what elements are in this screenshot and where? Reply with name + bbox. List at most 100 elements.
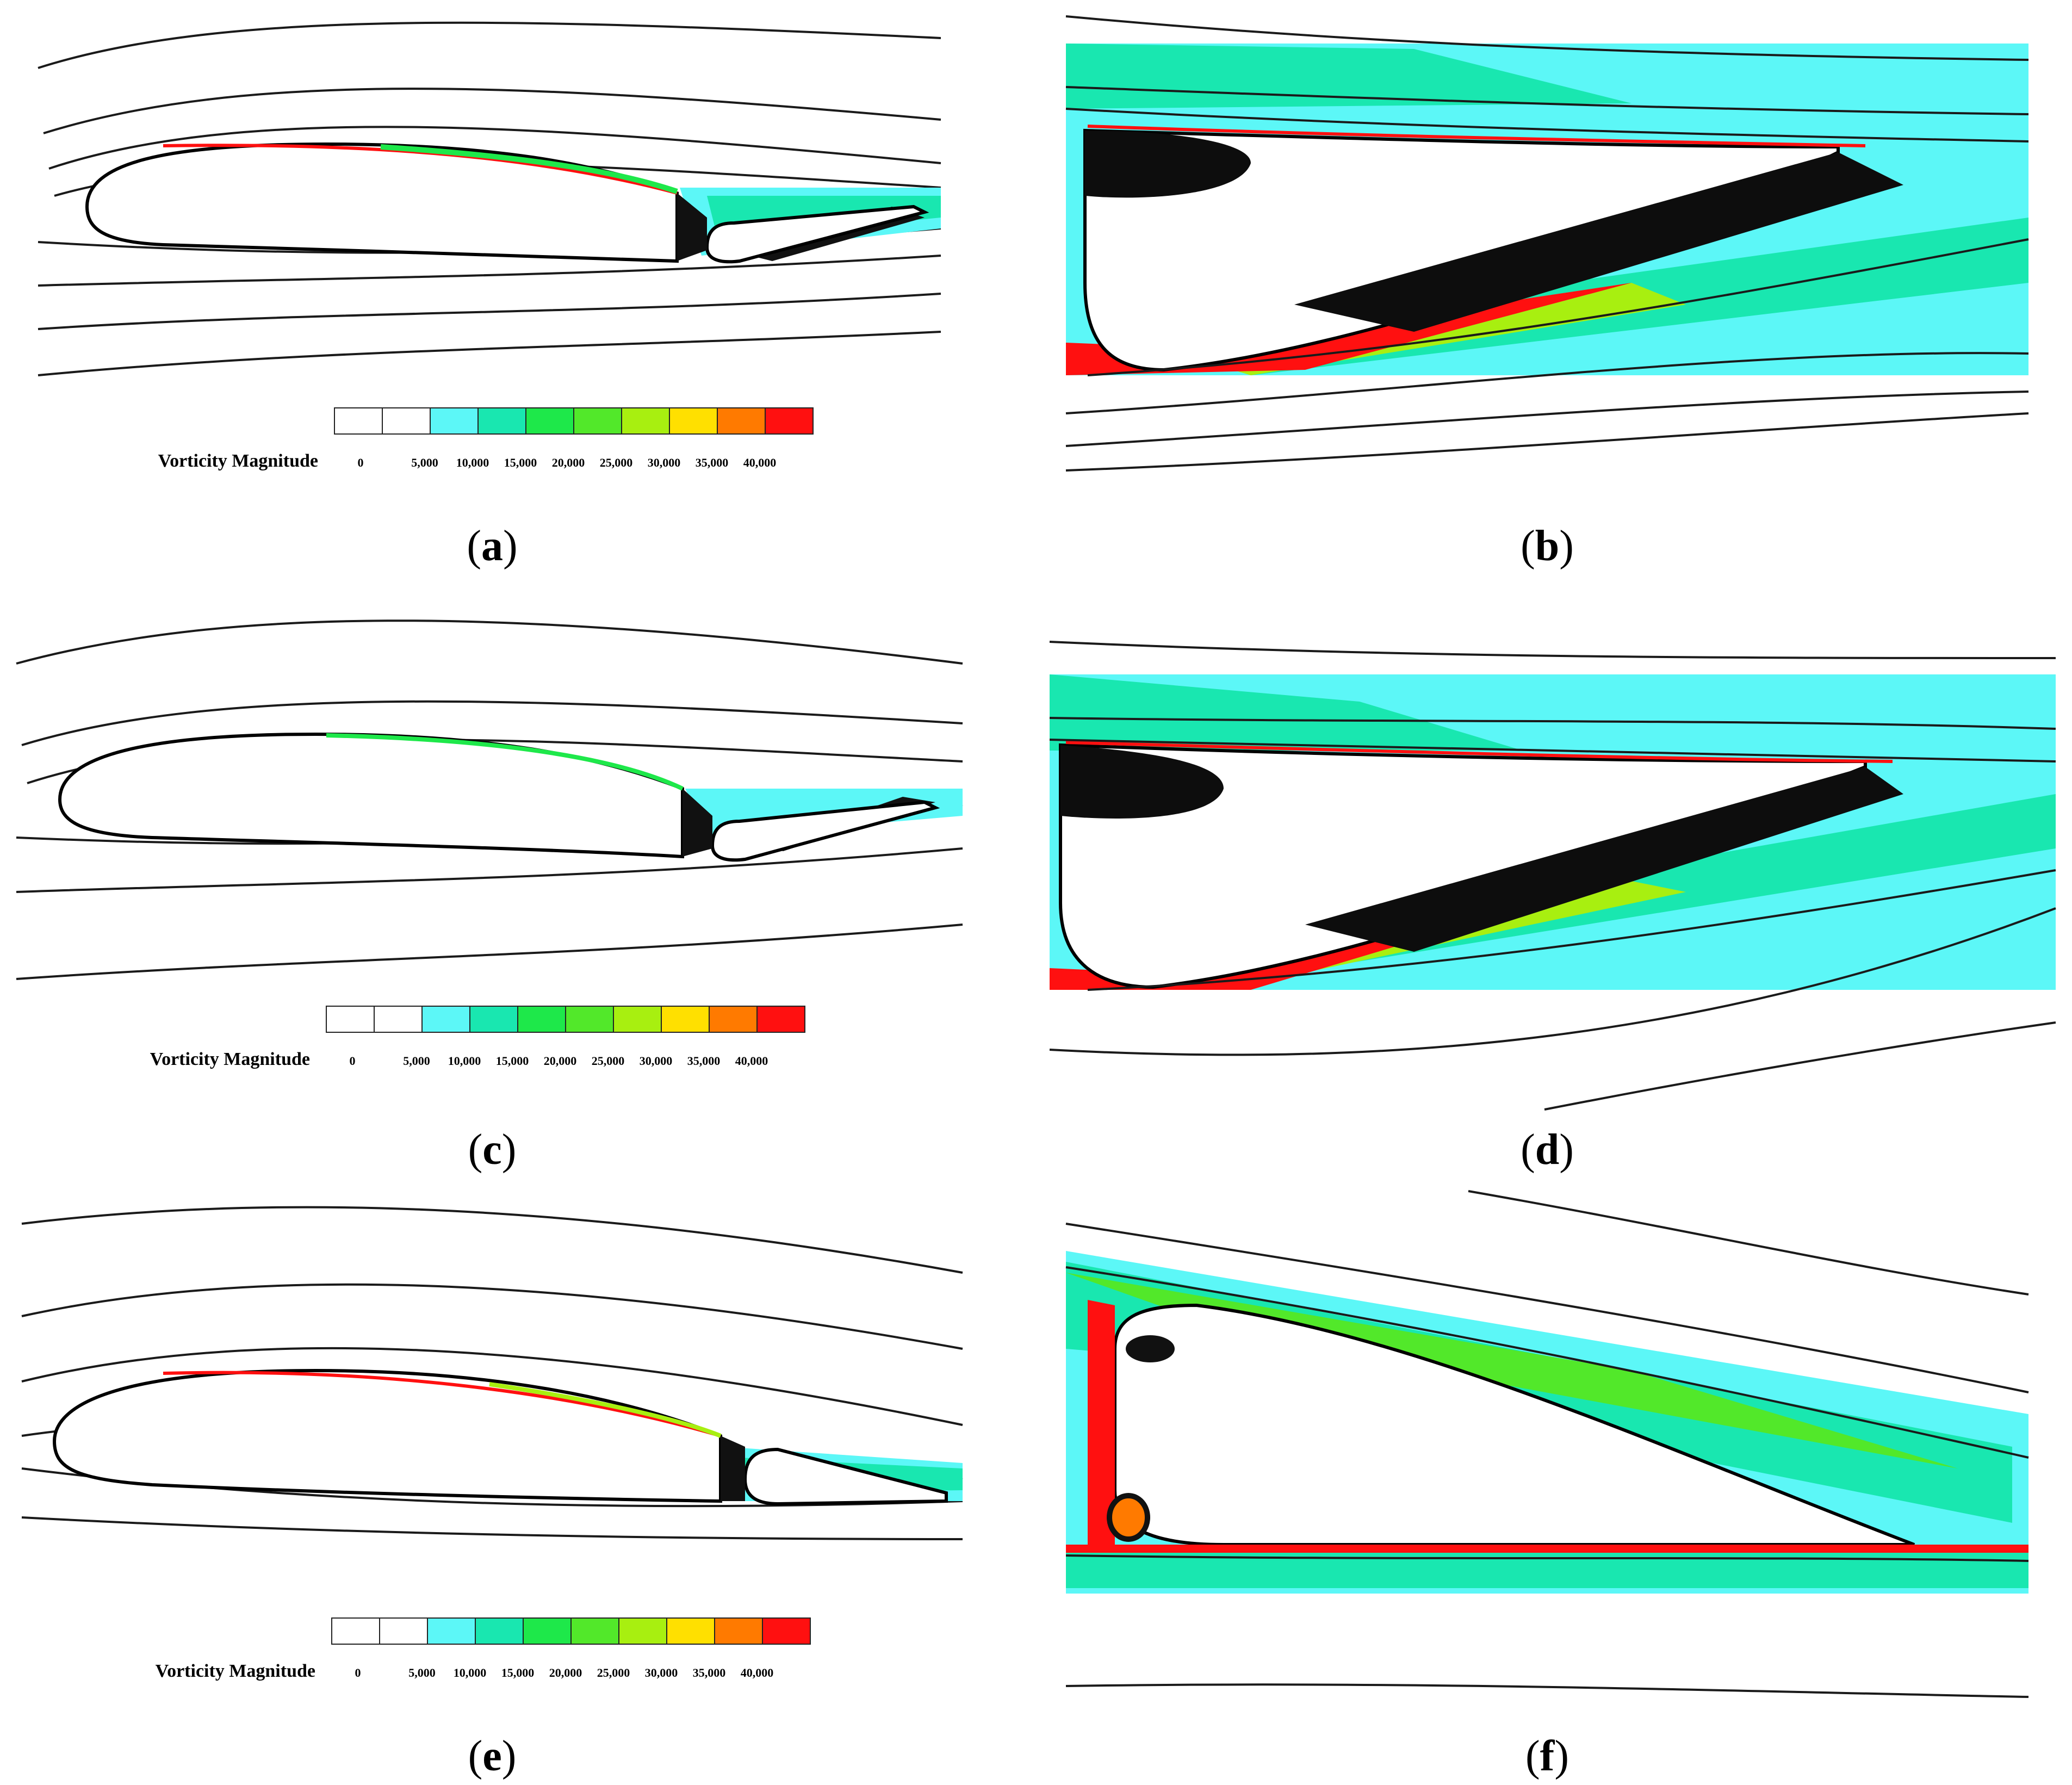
lower-red-band [1066, 1545, 2028, 1553]
recirculation-wedge [1305, 767, 1903, 952]
legend-tick-label: 40,000 [743, 456, 777, 469]
legend-c: Vorticity Magnitude 0 5,000 10,000 15,000 20,… [150, 1006, 805, 1069]
legend-a: Vorticity Magnitude 0 5,000 10,000 15,000 20,… [158, 407, 814, 471]
streamline [21, 1283, 963, 1350]
streamline [1065, 1266, 2029, 1459]
legend-tick-label: 40,000 [741, 1666, 774, 1679]
caption-b: (b) [1521, 522, 1574, 570]
gap-fill [677, 193, 707, 261]
streamline [1049, 717, 2056, 730]
legend-tick-label: 30,000 [645, 1666, 678, 1679]
legend-tick-label: 20,000 [549, 1666, 582, 1679]
caption-d: (d) [1521, 1126, 1574, 1174]
legend-tick-label: 35,000 [696, 456, 729, 469]
field-red [1050, 892, 1577, 990]
panel-e [21, 1206, 963, 1540]
legend-title: Vorticity Magnitude [150, 1049, 310, 1069]
streamline [1065, 352, 2029, 414]
streamline [1065, 108, 2029, 142]
gap-fill [683, 789, 712, 857]
legend-swatch [570, 1617, 619, 1645]
airfoil-main [52, 1368, 722, 1503]
streamline [43, 88, 941, 134]
legend-swatch [523, 1617, 572, 1645]
legend-tick-label: 35,000 [693, 1666, 726, 1679]
streamline [16, 924, 963, 980]
legend-tick-label: 15,000 [504, 456, 537, 469]
gap-fill [721, 1436, 745, 1501]
streamline [21, 1516, 963, 1540]
flap-body [1113, 1303, 1915, 1546]
legend-tick-label: 35,000 [687, 1054, 721, 1068]
streamline [1087, 869, 2056, 991]
streamline [1065, 412, 2029, 472]
panel-a [38, 21, 941, 376]
caption-a: (a) [467, 522, 517, 570]
recirculation-vortex [1060, 745, 1224, 819]
legend-tick-label: 5,000 [403, 1054, 430, 1068]
legend-tick-label: 0 [358, 456, 364, 469]
legend-swatch [374, 1006, 423, 1033]
legend-tick-label: 20,000 [544, 1054, 577, 1068]
vortex-upper [1126, 1335, 1175, 1362]
field-green-upper [1050, 674, 1523, 751]
legend-tick-label: 0 [355, 1666, 361, 1679]
legend-tick-label: 10,000 [454, 1666, 487, 1679]
legend-tick-label: 25,000 [592, 1054, 625, 1068]
vortex-lower [1107, 1493, 1150, 1542]
legend-swatch [477, 407, 526, 435]
airfoil-main [85, 142, 679, 263]
upper-boundary [1065, 741, 1893, 763]
streamline [21, 1206, 963, 1274]
streamline [21, 700, 963, 746]
streamline [1468, 1190, 2029, 1296]
legend-swatch [326, 1006, 375, 1033]
streamline [16, 847, 963, 893]
legend-swatch [756, 1006, 805, 1033]
legend-swatch [618, 1617, 667, 1645]
flap [743, 1447, 948, 1506]
legend-swatch [517, 1006, 566, 1033]
streamline [1049, 641, 2056, 659]
legend-tick-label: 5,000 [411, 456, 438, 469]
legend-tick-label: 0 [350, 1054, 356, 1068]
panel-d [1049, 641, 2056, 1120]
legend-tick-label: 20,000 [552, 456, 585, 469]
legend-tick-label: 25,000 [600, 456, 633, 469]
streamline [38, 293, 941, 330]
field-lower-band [1066, 1550, 2028, 1588]
legend-e: Vorticity Magnitude 0 5,000 10,000 15,000 20,… [156, 1617, 811, 1681]
streamline [21, 1347, 963, 1426]
streamline [1065, 1223, 2029, 1393]
streamline [38, 21, 941, 69]
legend-swatch [621, 407, 670, 435]
legend-title: Vorticity Magnitude [156, 1661, 315, 1681]
streamline [1065, 1683, 2029, 1698]
boundary-layer [326, 733, 684, 791]
legend-swatch [421, 1006, 470, 1033]
legend-tick-label: 10,000 [448, 1054, 481, 1068]
streamline [38, 255, 941, 287]
legend-swatch [382, 407, 431, 435]
legend-swatch [573, 407, 622, 435]
legend-swatch [661, 1006, 710, 1033]
legend-swatch [331, 1617, 380, 1645]
legend-tick-label: 30,000 [648, 456, 681, 469]
legend-tick-label: 5,000 [408, 1666, 436, 1679]
boundary-layer-green [380, 144, 678, 194]
panel-c [16, 619, 963, 980]
streamline [1544, 1021, 2056, 1111]
legend-swatch [666, 1617, 715, 1645]
panel-f [1065, 1190, 2029, 1702]
legend-swatch [714, 1617, 763, 1645]
streamline [1065, 86, 2029, 115]
recirculation-vortex [1085, 131, 1251, 198]
legend-swatch [525, 407, 574, 435]
legend-tick-label: 25,000 [597, 1666, 630, 1679]
legend-title: Vorticity Magnitude [158, 451, 318, 471]
legend-tick-label: 30,000 [640, 1054, 673, 1068]
legend-tick-label: 15,000 [501, 1666, 535, 1679]
legend-swatch [762, 1617, 811, 1645]
caption-e: (e) [468, 1732, 517, 1780]
